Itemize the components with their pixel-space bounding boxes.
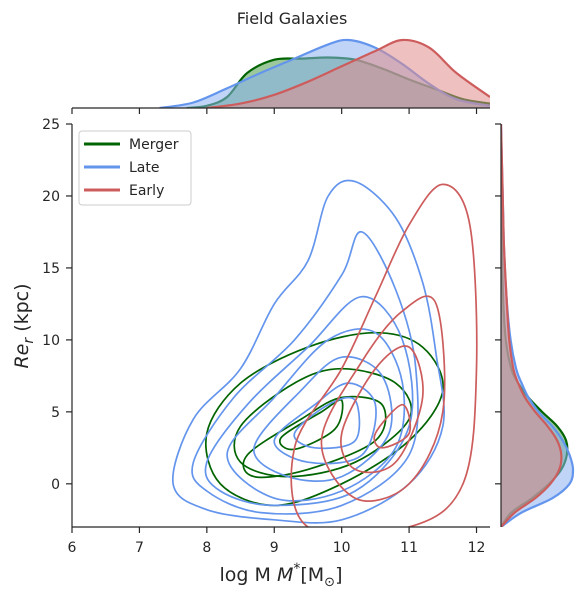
contour-layer	[171, 179, 478, 527]
top-kde-line-early	[206, 38, 490, 108]
y-tick-label-20: 20	[42, 189, 60, 205]
y-axis-label: Rer (kpc)	[11, 283, 37, 368]
right-kde-line-early	[501, 124, 563, 527]
x-tick-label-10: 10	[333, 540, 351, 556]
y-tick-label-0: 0	[51, 477, 60, 493]
contour-late-2	[191, 231, 419, 515]
y-tick-label-5: 5	[51, 405, 60, 421]
x-tick-label-11: 11	[400, 540, 418, 556]
contour-late-3	[204, 295, 414, 507]
y-tick-label-15: 15	[42, 261, 60, 277]
y-tick-label-25: 25	[42, 117, 60, 133]
legend-label-early: Early	[129, 183, 164, 199]
x-tick-label-9: 9	[270, 540, 279, 556]
contour-early-2	[320, 295, 446, 502]
top-marginal-ticks	[71, 108, 478, 114]
contour-merger-4	[279, 398, 344, 451]
contour-late-5	[253, 355, 393, 482]
right-kde-fill-early	[501, 124, 562, 527]
x-tick-label-6: 6	[68, 540, 77, 556]
y-tick-label-10: 10	[42, 333, 60, 349]
right-marginal	[501, 124, 575, 527]
right-marginal-ticks	[495, 123, 501, 485]
x-tick-label-8: 8	[202, 540, 211, 556]
x-tick-label-7: 7	[135, 540, 144, 556]
contour-late-6	[273, 382, 377, 465]
x-axis-label: log M M*[M⊙]	[220, 561, 343, 590]
chart-title: Field Galaxies	[237, 9, 348, 28]
legend: Merger Late Early	[78, 130, 192, 206]
contour-late-7	[293, 396, 361, 450]
x-tick-label-12: 12	[468, 540, 486, 556]
legend-frame	[78, 130, 192, 206]
contour-early-4	[373, 403, 412, 449]
legend-label-late: Late	[129, 160, 159, 176]
top-marginal	[159, 38, 490, 108]
x-ticks: 6 7 8 9 10 11 12	[68, 527, 486, 556]
contour-merger-3	[242, 395, 387, 479]
contour-early-1	[290, 183, 478, 527]
contour-late-1	[171, 179, 445, 524]
legend-label-merger: Merger	[129, 137, 179, 153]
contour-late-4	[226, 328, 406, 502]
y-ticks: 0 5 10 15 20 25	[42, 117, 72, 493]
contour-early-3	[340, 345, 424, 474]
top-kde-fill-early	[206, 39, 490, 108]
